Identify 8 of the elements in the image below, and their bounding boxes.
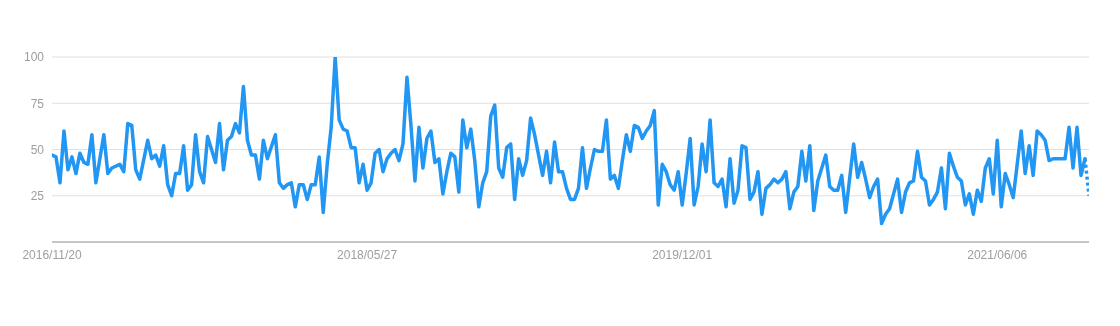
x-tick-label: 2019/12/01 bbox=[652, 247, 713, 262]
y-tick-label: 50 bbox=[30, 142, 45, 157]
x-tick-label: 2016/11/20 bbox=[22, 247, 82, 262]
y-tick-label: 75 bbox=[30, 96, 45, 111]
x-tick-label: 2021/06/06 bbox=[967, 247, 1028, 262]
y-tick-label: 25 bbox=[30, 189, 45, 204]
x-tick-label: 2018/05/27 bbox=[337, 247, 398, 262]
y-tick-label: 100 bbox=[23, 50, 45, 65]
